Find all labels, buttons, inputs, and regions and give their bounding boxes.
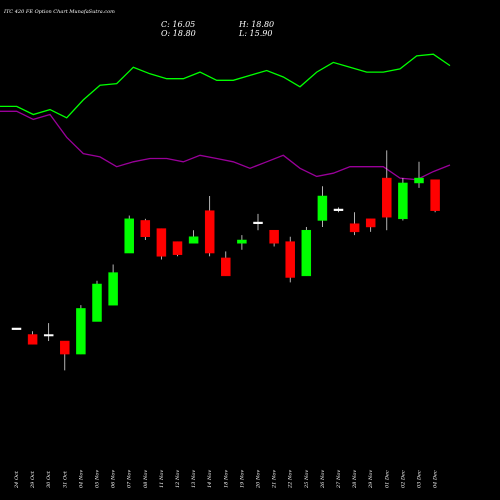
candle-body [43, 334, 54, 337]
candles [11, 150, 440, 371]
x-tick-label: 04 Nov [78, 470, 84, 488]
open-value: O: 18.80 [161, 29, 196, 38]
candle-body [188, 236, 199, 244]
x-tick-label: 06 Nov [111, 470, 117, 488]
x-axis-labels: 24 Oct 29 Oct 30 Oct 31 Oct 04 Nov 05 Nov 06 N… [14, 470, 439, 489]
candle-body [430, 179, 440, 211]
chart-title: ITC 420 FE Option Chart MunafaSutra.com [4, 9, 115, 15]
candle-body [349, 223, 360, 233]
x-tick-label: 30 Oct [46, 470, 52, 488]
candle-body [269, 229, 279, 244]
indicator-line-purple [0, 110, 451, 181]
candle-body [237, 239, 247, 244]
candle-body [398, 182, 408, 220]
candle-body [253, 221, 263, 224]
candle-body [108, 272, 118, 306]
x-tick-label: 08 Nov [143, 470, 149, 488]
candle-body [317, 195, 328, 221]
x-tick-label: 01 Dec [384, 470, 390, 488]
candle-body [382, 177, 392, 218]
x-tick-label: 29 Nov [368, 470, 374, 489]
candle-body [365, 218, 376, 228]
x-tick-label: 14 Nov [207, 470, 213, 488]
x-tick-label: 28 Nov [352, 470, 358, 489]
x-tick-label: 07 Nov [127, 470, 133, 488]
candle-body [11, 327, 22, 330]
candle-body [221, 257, 231, 277]
x-tick-label: 19 Nov [239, 470, 245, 488]
candle-body [27, 334, 38, 345]
candle-body [156, 228, 167, 257]
x-tick-label: 12 Nov [175, 470, 181, 488]
candle-body [124, 218, 134, 254]
x-tick-label: 22 Nov [288, 470, 294, 489]
high-value: H: 18.80 [239, 20, 275, 29]
candle-body [333, 208, 344, 211]
candle-body [301, 229, 312, 277]
x-tick-label: 20 Nov [256, 470, 262, 489]
candle-body [204, 210, 215, 254]
x-tick-label: 27 Nov [336, 470, 342, 489]
x-tick-label: 05 Nov [95, 470, 101, 488]
candle-body [140, 220, 151, 237]
x-tick-label: 04 Dec [433, 470, 439, 488]
x-tick-label: 25 Nov [304, 470, 310, 489]
x-tick-label: 11 Nov [159, 470, 165, 488]
candle-body [60, 340, 70, 355]
candle-body [172, 241, 183, 255]
x-tick-label: 02 Dec [400, 470, 406, 488]
x-tick-label: 31 Oct [62, 470, 68, 488]
candle-body [92, 283, 102, 322]
close-value: C: 16.05 [161, 20, 196, 29]
x-tick-label: 26 Nov [320, 470, 326, 489]
candle-body [76, 308, 86, 355]
x-tick-label: 21 Nov [272, 470, 278, 489]
x-tick-label: 24 Oct [14, 470, 20, 489]
indicator-line-green [0, 53, 451, 119]
x-tick-label: 18 Nov [223, 470, 229, 488]
x-tick-label: 29 Oct [30, 470, 36, 489]
candle-body [285, 241, 295, 278]
x-tick-label: 03 Dec [417, 470, 423, 488]
x-tick-label: 13 Nov [191, 470, 197, 488]
candle-body [414, 177, 424, 184]
low-value: L: 15.90 [239, 29, 273, 38]
indicator-lines [0, 53, 451, 181]
